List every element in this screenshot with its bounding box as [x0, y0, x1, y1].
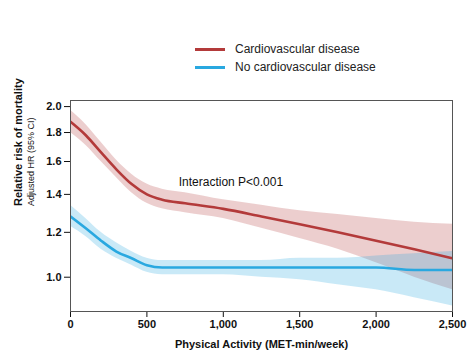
svg-text:1.2: 1.2 [46, 226, 61, 238]
svg-text:Physical Activity (MET-min/wee: Physical Activity (MET-min/week) [175, 338, 349, 350]
svg-text:Relative risk of mortality: Relative risk of mortality [12, 78, 24, 206]
html-text:No cardiovascular disease: No cardiovascular disease [235, 60, 376, 74]
svg-text:1.6: 1.6 [46, 155, 61, 167]
svg-text:Adjusted HR (95% CI): Adjusted HR (95% CI) [26, 117, 36, 206]
svg-text:1.8: 1.8 [46, 126, 61, 138]
svg-text:2.0: 2.0 [46, 100, 61, 112]
svg-text:500: 500 [138, 318, 156, 330]
svg-text:1,000: 1,000 [210, 318, 238, 330]
html-text:Cardiovascular disease: Cardiovascular disease [235, 42, 360, 56]
svg-text:0: 0 [67, 318, 73, 330]
svg-text:2,000: 2,000 [362, 318, 390, 330]
svg-text:Interaction P<0.001: Interaction P<0.001 [179, 175, 284, 189]
svg-text:1.4: 1.4 [46, 188, 62, 200]
svg-text:1,500: 1,500 [286, 318, 314, 330]
svg-text:2,500: 2,500 [439, 318, 467, 330]
svg-text:1.0: 1.0 [46, 271, 61, 283]
